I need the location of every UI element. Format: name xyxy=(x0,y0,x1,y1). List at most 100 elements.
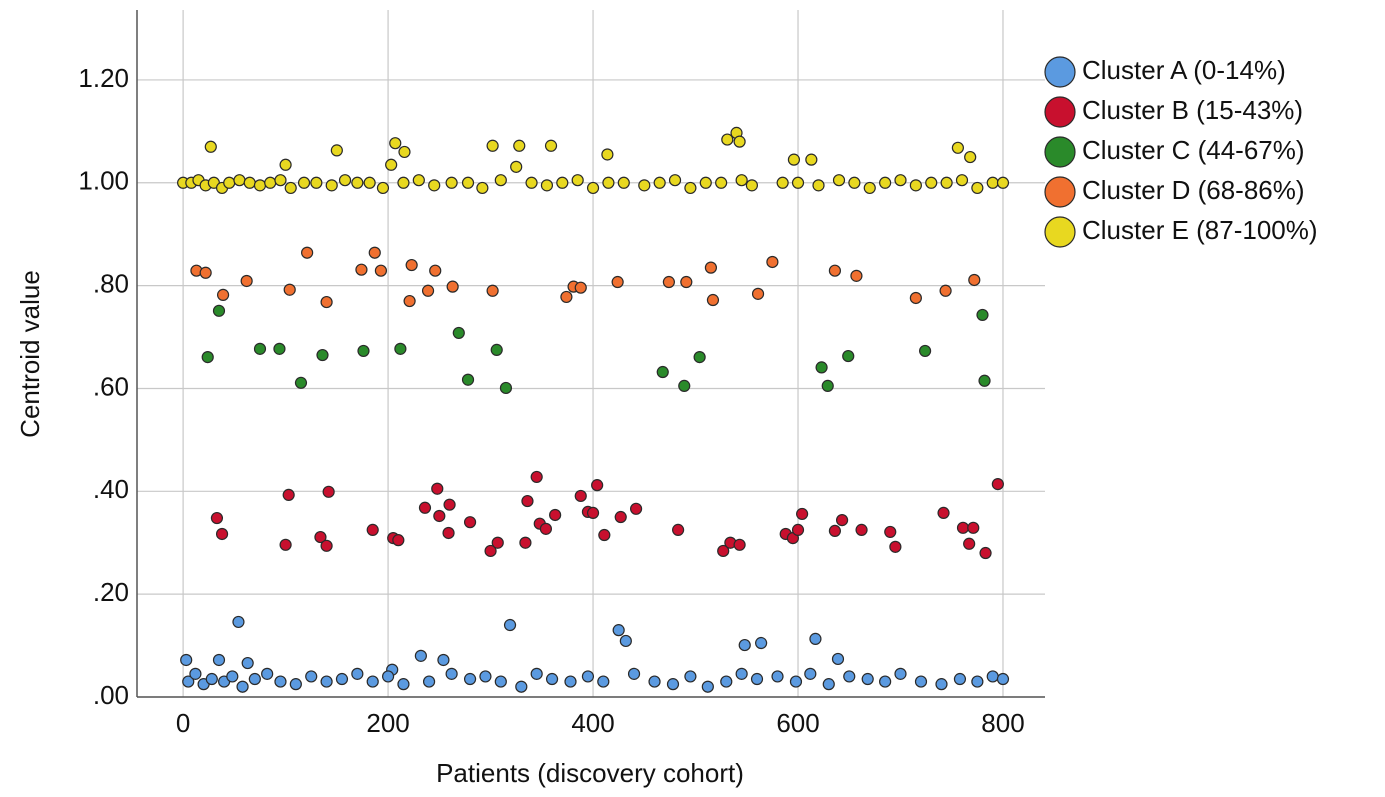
legend-label: Cluster B (15-43%) xyxy=(1082,95,1303,125)
point xyxy=(789,675,803,688)
point xyxy=(199,266,212,279)
point xyxy=(909,179,922,192)
point xyxy=(894,174,907,187)
point xyxy=(253,342,267,355)
point xyxy=(574,489,587,503)
point xyxy=(463,516,477,529)
point xyxy=(422,675,436,688)
point xyxy=(821,379,834,392)
point xyxy=(264,176,277,189)
point xyxy=(619,634,632,648)
point xyxy=(855,523,868,536)
point xyxy=(828,264,842,277)
point xyxy=(914,675,928,688)
x-tick-label: 400 xyxy=(571,708,614,738)
legend-marker xyxy=(1044,216,1076,248)
point xyxy=(850,269,863,282)
point xyxy=(791,176,805,189)
point xyxy=(461,373,475,386)
point xyxy=(442,526,455,540)
point xyxy=(389,137,402,150)
legend-marker xyxy=(1044,136,1076,168)
point xyxy=(368,246,381,259)
point xyxy=(597,675,610,688)
point xyxy=(374,264,388,277)
point xyxy=(273,342,286,355)
point xyxy=(776,176,789,189)
point xyxy=(629,502,643,515)
point xyxy=(812,179,825,192)
point xyxy=(680,275,693,289)
legend-marker xyxy=(1044,176,1076,208)
point xyxy=(627,667,641,680)
point xyxy=(805,153,818,166)
point xyxy=(241,656,254,670)
y-tick-label: .80 xyxy=(93,268,129,298)
point xyxy=(525,176,538,189)
point xyxy=(656,365,669,379)
point xyxy=(381,670,395,683)
point xyxy=(494,174,507,187)
point xyxy=(248,672,261,686)
point xyxy=(979,546,992,560)
point xyxy=(445,176,458,189)
point xyxy=(335,672,349,686)
point xyxy=(791,523,805,536)
point xyxy=(204,140,217,153)
point xyxy=(648,675,661,688)
point xyxy=(210,511,224,525)
point xyxy=(863,181,876,195)
point xyxy=(549,508,562,522)
point xyxy=(986,670,999,683)
point xyxy=(956,521,970,534)
point xyxy=(735,174,748,187)
point xyxy=(421,284,435,297)
point xyxy=(672,523,685,536)
point xyxy=(431,482,444,495)
point xyxy=(611,275,624,289)
point xyxy=(951,141,964,154)
point xyxy=(745,179,758,192)
legend-label: Cluster D (68-86%) xyxy=(1082,175,1305,205)
point xyxy=(351,667,364,680)
x-tick-label: 600 xyxy=(776,708,819,738)
point xyxy=(706,293,720,307)
point xyxy=(804,667,817,680)
point xyxy=(261,667,274,680)
point xyxy=(771,670,784,683)
point xyxy=(940,176,953,189)
point xyxy=(967,521,980,534)
point xyxy=(429,264,442,277)
point xyxy=(437,653,450,667)
point xyxy=(521,494,534,508)
y-tick-label: .00 xyxy=(93,680,129,710)
point xyxy=(843,670,856,683)
point xyxy=(314,530,327,544)
point xyxy=(253,179,267,192)
point xyxy=(755,636,768,650)
point xyxy=(428,179,441,192)
point xyxy=(879,176,892,189)
point xyxy=(240,274,253,288)
point xyxy=(316,348,329,362)
point xyxy=(357,344,370,358)
point xyxy=(233,174,246,187)
point xyxy=(274,174,287,187)
y-tick-label: 1.20 xyxy=(78,63,129,93)
point xyxy=(991,478,1004,491)
point xyxy=(766,255,779,269)
point xyxy=(815,361,828,374)
point xyxy=(215,527,229,541)
point xyxy=(684,181,697,195)
point xyxy=(414,649,427,662)
point xyxy=(503,618,517,632)
x-tick-label: 0 xyxy=(176,708,190,738)
point xyxy=(598,528,611,542)
point xyxy=(879,675,892,688)
point xyxy=(216,288,230,301)
point xyxy=(366,523,379,536)
point xyxy=(976,308,989,322)
point xyxy=(889,540,902,553)
point xyxy=(986,176,999,189)
